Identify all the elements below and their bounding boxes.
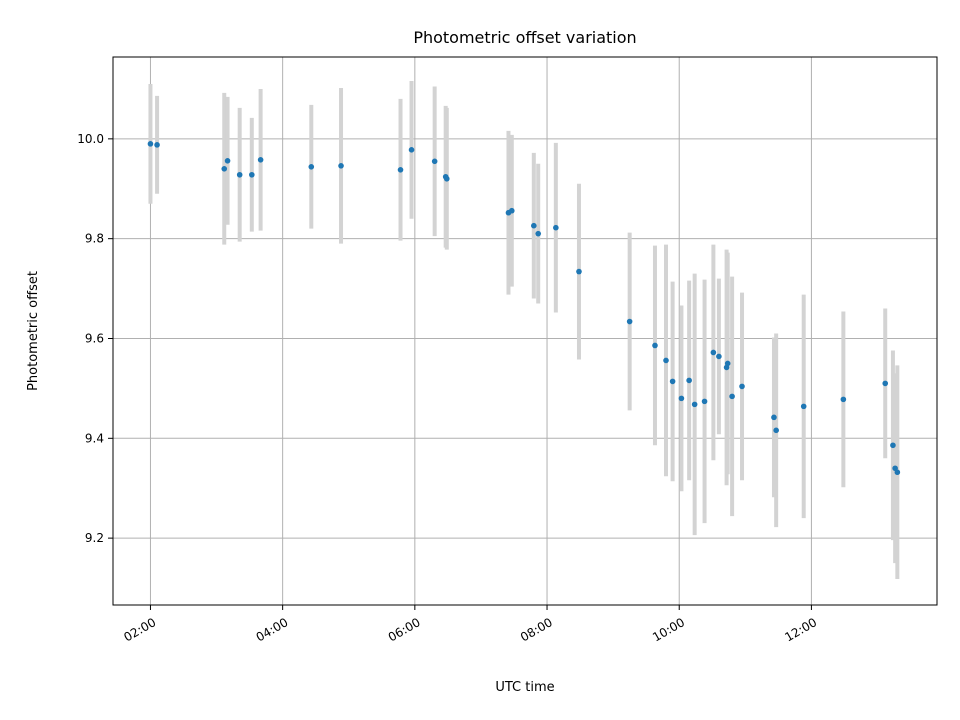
data-point [154, 142, 160, 148]
data-point [686, 377, 692, 384]
data-point [729, 393, 735, 400]
y-tick-label: 9.4 [85, 431, 104, 445]
y-axis-label: Photometric offset [26, 271, 41, 391]
data-point [535, 230, 542, 237]
data-point [338, 163, 344, 169]
data-point [739, 383, 745, 390]
data-point [716, 353, 722, 360]
data-point [531, 222, 537, 229]
data-point [663, 357, 669, 364]
data-point [669, 378, 676, 385]
data-point [553, 224, 559, 231]
data-point [443, 175, 450, 182]
y-tick-label: 9.6 [85, 331, 104, 345]
data-point [710, 349, 717, 356]
data-point [894, 469, 901, 476]
data-point [882, 380, 889, 387]
data-point [249, 171, 255, 178]
data-point [771, 414, 777, 421]
data-point [257, 157, 264, 163]
data-point [678, 395, 685, 402]
data-point [652, 342, 658, 349]
data-point [221, 165, 228, 172]
data-point [691, 401, 698, 408]
chart-title: Photometric offset variation [413, 28, 636, 47]
data-point [397, 166, 404, 173]
x-axis-label: UTC time [495, 680, 554, 695]
data-point [308, 163, 315, 170]
y-tick-label: 10.0 [77, 132, 104, 146]
data-point [147, 141, 154, 147]
data-point [800, 403, 807, 410]
data-point [408, 147, 415, 153]
data-point [840, 396, 847, 403]
data-point [236, 171, 243, 178]
plot-frame [112, 56, 938, 606]
data-point [508, 207, 515, 214]
data-point [890, 442, 896, 449]
data-point [773, 427, 779, 434]
data-point [724, 360, 731, 367]
data-points [147, 141, 901, 476]
data-point [431, 158, 438, 165]
y-tick-label: 9.2 [85, 531, 104, 545]
data-point [224, 158, 231, 164]
y-tick-label: 9.8 [85, 232, 104, 246]
data-point [576, 268, 582, 275]
data-point [701, 398, 708, 405]
data-point [626, 318, 633, 325]
